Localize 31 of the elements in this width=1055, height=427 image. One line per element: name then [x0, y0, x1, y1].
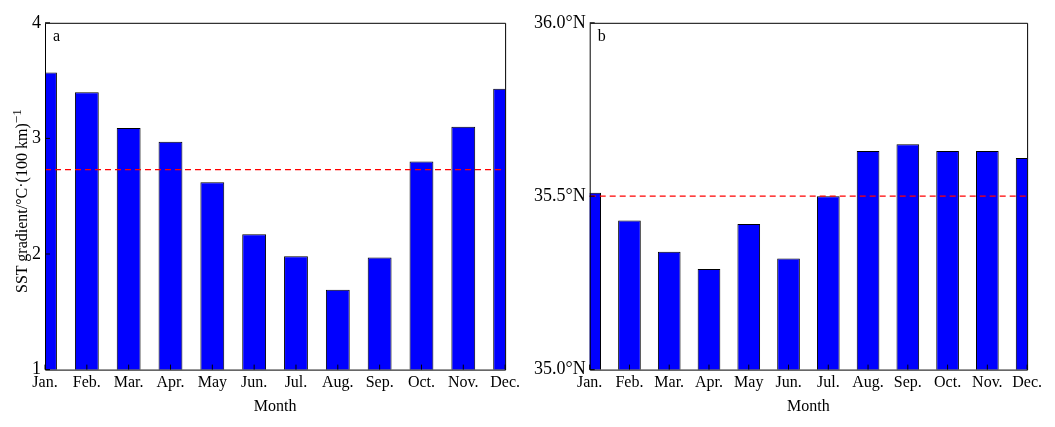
x-tick-label: Mar.	[113, 373, 144, 391]
x-tick-label: Nov.	[448, 373, 479, 391]
x-tick-label: Jul.	[284, 373, 308, 391]
x-tick-label: May	[197, 373, 227, 392]
x-tick-label: Aug.	[852, 373, 884, 392]
x-tick-label: Jul.	[816, 373, 840, 391]
x-axis-title: Month	[787, 396, 830, 414]
annotation: b	[597, 27, 606, 44]
x-tick-label: Feb.	[72, 373, 101, 391]
x-tick-label: Jun.	[241, 373, 268, 391]
x-tick-label: Dec.	[1012, 373, 1042, 391]
y-tick-label: 2	[32, 242, 41, 263]
x-tick-label: Aug.	[322, 373, 354, 392]
y-tick-label: 3	[32, 127, 41, 148]
y-tick-label: 4	[32, 11, 41, 32]
x-tick-label: May	[734, 373, 764, 392]
x-tick-label: Oct.	[407, 373, 436, 391]
annotation: a	[53, 27, 61, 44]
x-tick-label: Feb.	[615, 373, 644, 391]
y-tick-label: 36.0°N	[533, 11, 586, 32]
x-tick-label: Sep.	[365, 373, 394, 392]
x-tick-label: Jun.	[775, 373, 802, 391]
x-tick-label: Dec.	[490, 373, 520, 391]
x-tick-label: Nov.	[972, 373, 1003, 391]
x-tick-label: Oct.	[934, 373, 962, 391]
x-tick-label: Sep.	[893, 373, 922, 392]
x-axis-title: Month	[253, 396, 297, 414]
x-tick-label: Apr.	[156, 373, 185, 392]
x-tick-label: Apr.	[694, 373, 723, 392]
y-tick-label: 35.5°N	[533, 184, 586, 205]
x-tick-label: Mar.	[654, 373, 685, 391]
